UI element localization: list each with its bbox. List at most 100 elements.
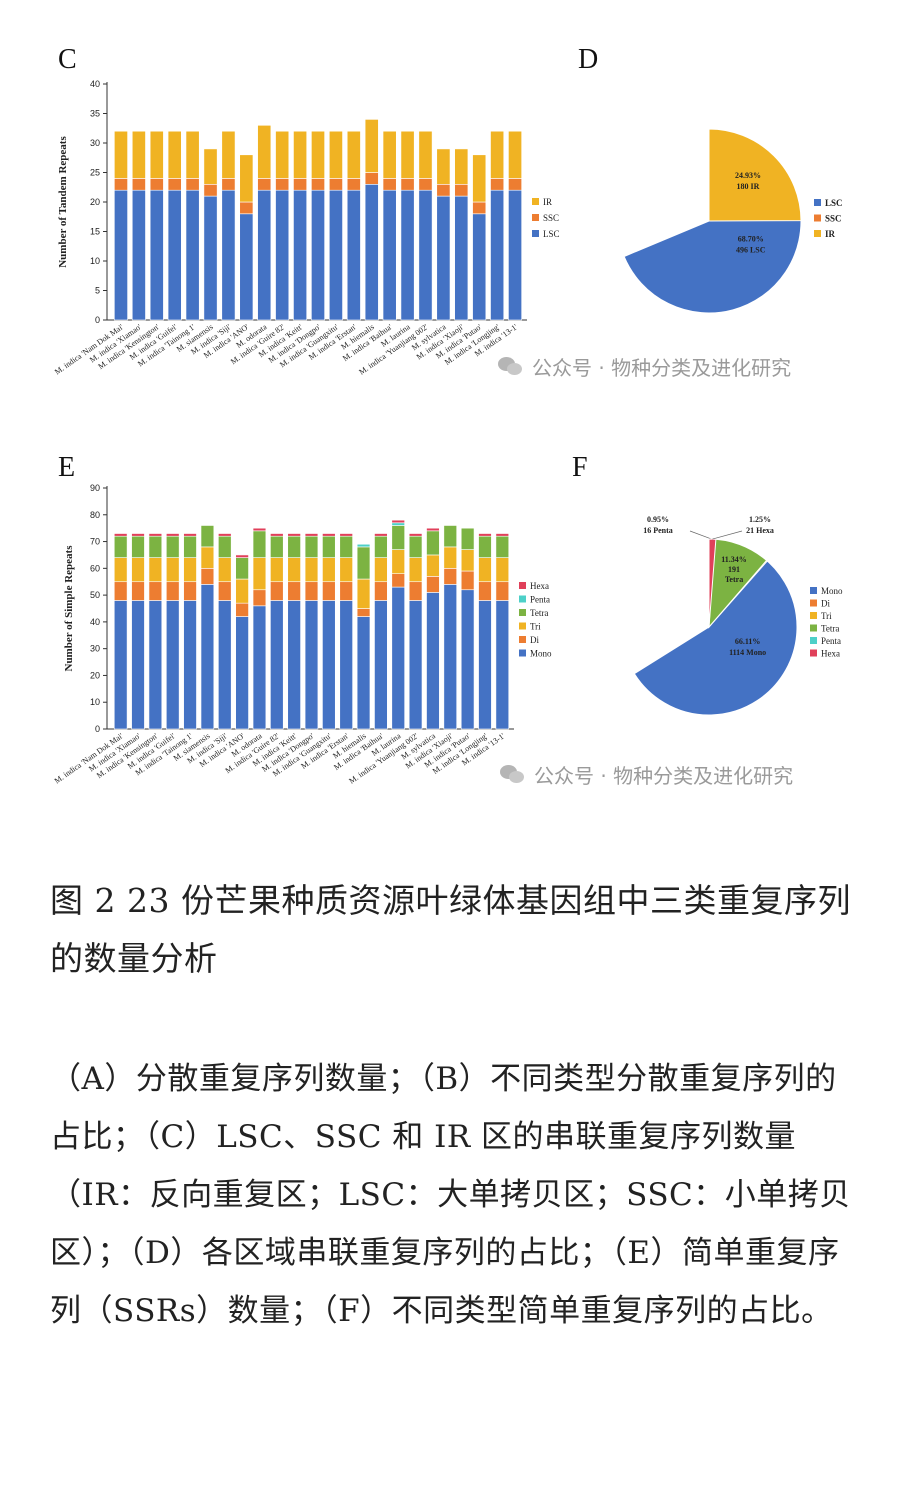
y-tick-label: 50 bbox=[90, 590, 100, 600]
legend-label: Hexa bbox=[821, 649, 840, 659]
bar-segment-di bbox=[426, 576, 440, 593]
bar-segment-ir bbox=[490, 130, 505, 179]
bar-segment-tri bbox=[113, 557, 128, 583]
bar-segment-ir bbox=[239, 154, 254, 203]
bar-segment-tri bbox=[200, 546, 215, 569]
pie-percent-label: 11.34% bbox=[721, 555, 747, 564]
bar-segment-tetra bbox=[287, 535, 301, 558]
bar-segment-hexa bbox=[252, 527, 267, 532]
bar-segment-lsc bbox=[131, 189, 146, 321]
bar-segment-lsc bbox=[275, 189, 290, 321]
bar-segment-tetra bbox=[495, 535, 510, 558]
pie-count-label: 191 bbox=[728, 565, 740, 574]
bar-segment-lsc bbox=[508, 189, 522, 321]
bar-segment-ssc bbox=[382, 178, 397, 191]
bar-segment-ir bbox=[221, 130, 236, 179]
legend-swatch-di bbox=[519, 636, 526, 643]
legend-label: Mono bbox=[821, 586, 843, 596]
y-tick-label: 90 bbox=[90, 483, 100, 493]
bar-segment-mono bbox=[252, 605, 267, 730]
bar-segment-ir bbox=[149, 130, 164, 179]
bar-segment-tetra bbox=[148, 535, 163, 558]
bar-segment-tetra bbox=[113, 535, 128, 558]
bar-segment-hexa bbox=[495, 533, 510, 537]
bar-segment-di bbox=[252, 589, 267, 607]
bar-segment-tri bbox=[304, 557, 319, 583]
bar-segment-ir bbox=[293, 130, 308, 179]
figure-caption: 图 2 23 份芒果种质资源叶绿体基因组中三类重复序列的数量分析 bbox=[50, 881, 851, 978]
bar-segment-tetra bbox=[165, 535, 180, 558]
bar-segment-ir bbox=[114, 130, 128, 179]
legend-label: IR bbox=[825, 229, 836, 239]
bar-segment-di bbox=[408, 581, 423, 601]
bar-segment-tetra bbox=[356, 546, 371, 580]
pie-slice-hexa bbox=[708, 538, 717, 628]
bar-segment-lsc bbox=[239, 213, 254, 321]
bar-segment-di bbox=[322, 581, 336, 601]
bar-segment-lsc bbox=[185, 189, 200, 321]
bar-segment-mono bbox=[374, 600, 388, 730]
watermark: 公众号 · 物种分类及进化研究 bbox=[498, 352, 791, 381]
bar-segment-tetra bbox=[391, 525, 405, 550]
bar-segment-mono bbox=[339, 600, 353, 730]
legend-label: Di bbox=[821, 599, 830, 609]
bar-segment-tetra bbox=[183, 535, 197, 558]
bar-segment-hexa bbox=[304, 533, 319, 537]
bar-segment-ir bbox=[472, 154, 487, 203]
bar-segment-tri bbox=[131, 557, 145, 583]
bar-segment-ir bbox=[311, 130, 325, 179]
bar-segment-hexa bbox=[165, 533, 180, 537]
bar-segment-hexa bbox=[322, 533, 336, 537]
bar-segment-tri bbox=[460, 549, 475, 572]
bar-segment-mono bbox=[443, 584, 458, 730]
bar-segment-tri bbox=[391, 549, 405, 574]
bar-segment-tri bbox=[235, 578, 249, 604]
bar-segment-ir bbox=[418, 130, 433, 179]
bar-segment-tetra bbox=[304, 535, 319, 558]
legend-label: SSC bbox=[825, 214, 842, 224]
bar-segment-ssc bbox=[131, 178, 146, 191]
pie-percent-label: 0.95% bbox=[647, 515, 669, 524]
bar-segment-di bbox=[460, 570, 475, 591]
bar-segment-tetra bbox=[322, 535, 336, 558]
pie-value-label: 21 Hexa bbox=[746, 526, 774, 535]
bar-segment-tri bbox=[356, 578, 371, 609]
bar-segment-ssc bbox=[328, 178, 343, 191]
bar-segment-penta bbox=[391, 522, 405, 526]
bar-segment-ir bbox=[400, 130, 415, 179]
y-tick-label: 60 bbox=[90, 563, 100, 573]
legend-label: Tri bbox=[821, 611, 832, 621]
legend-swatch-di bbox=[810, 599, 817, 607]
bar-segment-ssc bbox=[472, 201, 487, 215]
bar-segment-ssc bbox=[275, 178, 290, 191]
bar-segment-tetra bbox=[252, 530, 267, 558]
bar-segment-di bbox=[113, 581, 128, 601]
bar-segment-mono bbox=[113, 600, 128, 730]
bar-segment-ir bbox=[364, 119, 379, 173]
bar-segment-ssc bbox=[400, 178, 415, 191]
legend-swatch-mono bbox=[810, 587, 817, 594]
bar-segment-ssc bbox=[364, 172, 379, 185]
pie-percent-label: 66.11% bbox=[735, 637, 761, 646]
legend-swatch-tetra bbox=[810, 624, 817, 632]
bar-segment-tetra bbox=[131, 535, 145, 558]
bar-segment-lsc bbox=[203, 195, 218, 321]
bar-segment-lsc bbox=[472, 213, 487, 321]
y-tick-label: 10 bbox=[90, 697, 100, 707]
bar-segment-mono bbox=[183, 600, 197, 730]
bar-segment-tri bbox=[252, 557, 267, 591]
y-tick-label: 30 bbox=[90, 138, 100, 148]
bar-segment-hexa bbox=[408, 533, 423, 537]
bar-segment-tetra bbox=[218, 535, 232, 558]
legend-swatch-ssc bbox=[532, 214, 539, 221]
bar-segment-di bbox=[287, 581, 301, 601]
bar-segment-tri bbox=[183, 557, 197, 583]
y-tick-label: 15 bbox=[90, 227, 100, 237]
legend-swatch-ssc bbox=[814, 214, 821, 222]
bar-segment-lsc bbox=[346, 189, 361, 321]
bar-segment-lsc bbox=[257, 189, 272, 321]
bar-segment-mono bbox=[460, 589, 475, 730]
bar-segment-tetra bbox=[443, 525, 458, 548]
bar-segment-ssc bbox=[239, 201, 254, 215]
bar-segment-ssc bbox=[149, 178, 164, 191]
